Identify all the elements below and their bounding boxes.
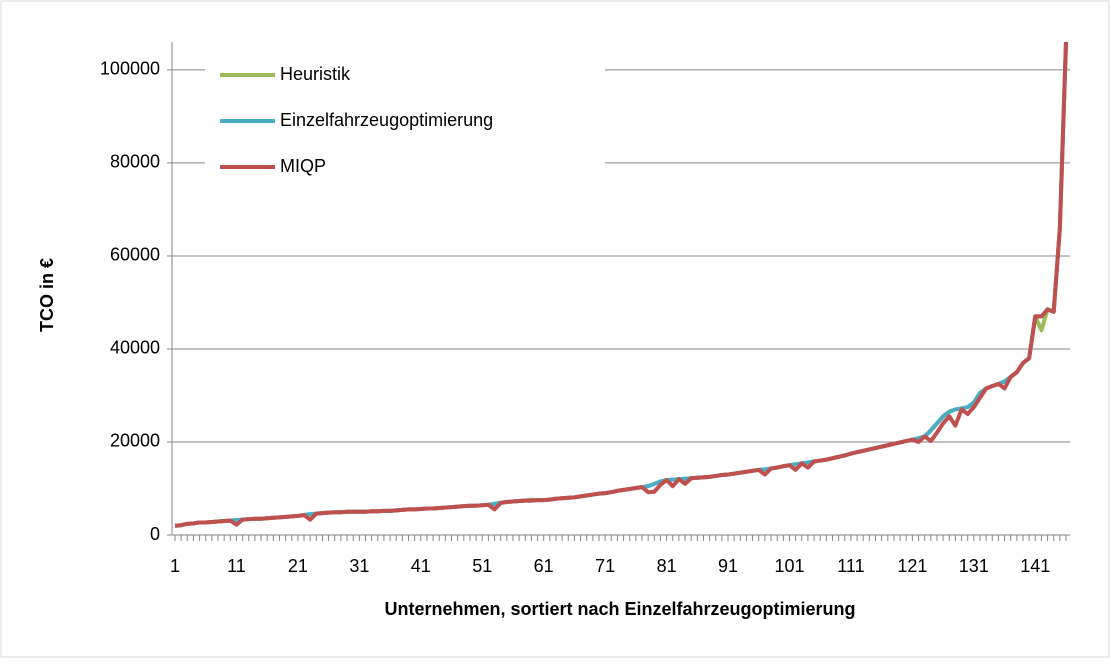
x-axis-title: Unternehmen, sortiert nach Einzelfahrzeu… [384,599,855,619]
legend-background [205,55,605,195]
y-tick-label: 100000 [100,59,160,79]
y-tick-label: 0 [150,524,160,544]
legend-label: Heuristik [280,64,351,84]
x-tick-label: 31 [349,556,369,576]
x-tick-label: 1 [170,556,180,576]
y-tick-label: 20000 [110,431,160,451]
x-tick-label: 91 [718,556,738,576]
y-tick-label: 40000 [110,338,160,358]
y-tick-label: 80000 [110,152,160,172]
x-tick-label: 21 [288,556,308,576]
x-tick-label: 121 [897,556,927,576]
legend-label: MIQP [280,156,326,176]
legend-label: Einzelfahrzeugoptimierung [280,110,493,130]
y-axis-title: TCO in € [37,258,57,332]
x-tick-label: 141 [1020,556,1050,576]
x-tick-label: 131 [959,556,989,576]
x-tick-label: 61 [534,556,554,576]
x-tick-label: 51 [472,556,492,576]
series-line [174,41,1068,528]
x-tick-label: 11 [227,556,246,576]
x-tick-label: 81 [657,556,677,576]
x-tick-label: 71 [595,556,615,576]
y-tick-label: 60000 [110,245,160,265]
x-tick-label: 41 [411,556,431,576]
x-tick-label: 111 [837,556,864,576]
x-tick-label: 101 [774,556,804,576]
